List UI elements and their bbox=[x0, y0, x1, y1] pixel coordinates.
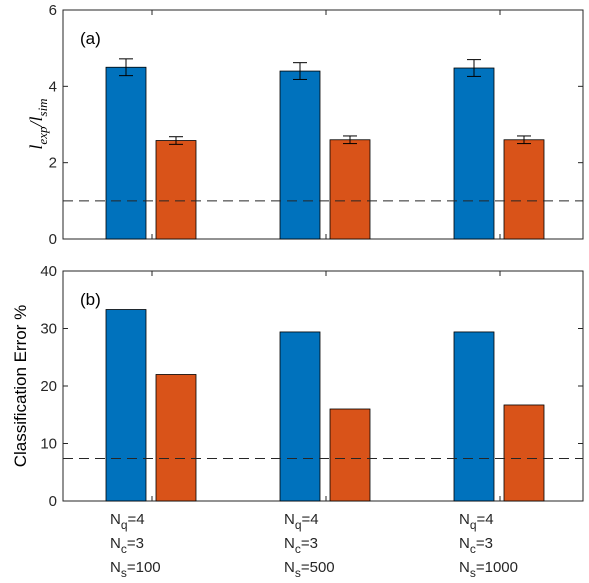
category-label-3-c: Nc=3 bbox=[459, 535, 493, 556]
category-label-2-c: Nc=3 bbox=[284, 535, 318, 556]
panel-a-y-tick-label: 6 bbox=[49, 2, 57, 19]
panel-b-y-tick-label: 10 bbox=[40, 436, 57, 453]
category-label-1-q: Nq=4 bbox=[110, 511, 145, 532]
ylabel-base: l bbox=[26, 145, 46, 150]
category-label-1-s: Ns=100 bbox=[110, 559, 161, 580]
category-label-1-c: Nc=3 bbox=[110, 535, 144, 556]
panel-a-bar-series2-cat1 bbox=[155, 140, 197, 240]
category-label-2-q: Nq=4 bbox=[284, 511, 319, 532]
panel-b-y-tick-label: 0 bbox=[49, 493, 57, 510]
category-labels: Nq=4 Nc=3 Ns=100 Nq=4 Nc=3 Ns=500 Nq=4 Nc=3 Ns=1… bbox=[110, 511, 518, 580]
category-label-2-s: Ns=500 bbox=[284, 559, 335, 580]
panel-b-y-axis-label: Classification Error % bbox=[11, 305, 30, 468]
panel-a-bar-series1-cat1 bbox=[105, 66, 147, 240]
panel-b-bar-series2-cat3 bbox=[503, 404, 545, 502]
panel-b-y-tick-label: 40 bbox=[40, 263, 57, 280]
panel-a-y-axis-label: lexp/lsim bbox=[26, 98, 50, 149]
panel-b-bar-series2-cat1 bbox=[155, 374, 197, 502]
panel-b: 0 10 20 30 40 (b) Classification Error % bbox=[11, 263, 584, 510]
ylabel-sub-exp: exp bbox=[35, 126, 50, 145]
panel-b-bar-series1-cat1 bbox=[105, 309, 147, 502]
category-label-3-s: Ns=1000 bbox=[459, 559, 518, 580]
panel-a-marks: 0 2 4 6 bbox=[49, 2, 583, 248]
panel-b-bar-series2-cat2 bbox=[329, 408, 371, 502]
panel-a-y-tick-label: 2 bbox=[49, 155, 57, 172]
panel-b-label: (b) bbox=[80, 290, 101, 309]
ylabel-sep: / bbox=[26, 120, 46, 128]
panel-b-bar-series1-cat2 bbox=[279, 331, 321, 502]
panel-b-marks: 0 10 20 30 40 bbox=[40, 263, 583, 510]
panel-a-bar-series1-cat2 bbox=[279, 70, 321, 240]
panel-b-axes-box bbox=[62, 270, 584, 502]
panel-a-bar-series1-cat3 bbox=[453, 67, 495, 240]
panel-a-bar-series2-cat3 bbox=[503, 139, 545, 240]
panel-b-y-tick-label: 20 bbox=[40, 378, 57, 395]
ylabel-sub-sim: sim bbox=[35, 98, 50, 116]
panel-b-y-tick-label: 30 bbox=[40, 321, 57, 338]
panel-a-bar-series2-cat2 bbox=[329, 139, 371, 240]
panel-a-y-tick-label: 0 bbox=[49, 231, 57, 248]
ylabel-base2: l bbox=[26, 116, 46, 121]
panel-a-label: (a) bbox=[80, 29, 101, 48]
panel-b-bar-series1-cat3 bbox=[453, 331, 495, 502]
panel-a-y-tick-label: 4 bbox=[49, 78, 57, 95]
category-label-3-q: Nq=4 bbox=[459, 511, 494, 532]
